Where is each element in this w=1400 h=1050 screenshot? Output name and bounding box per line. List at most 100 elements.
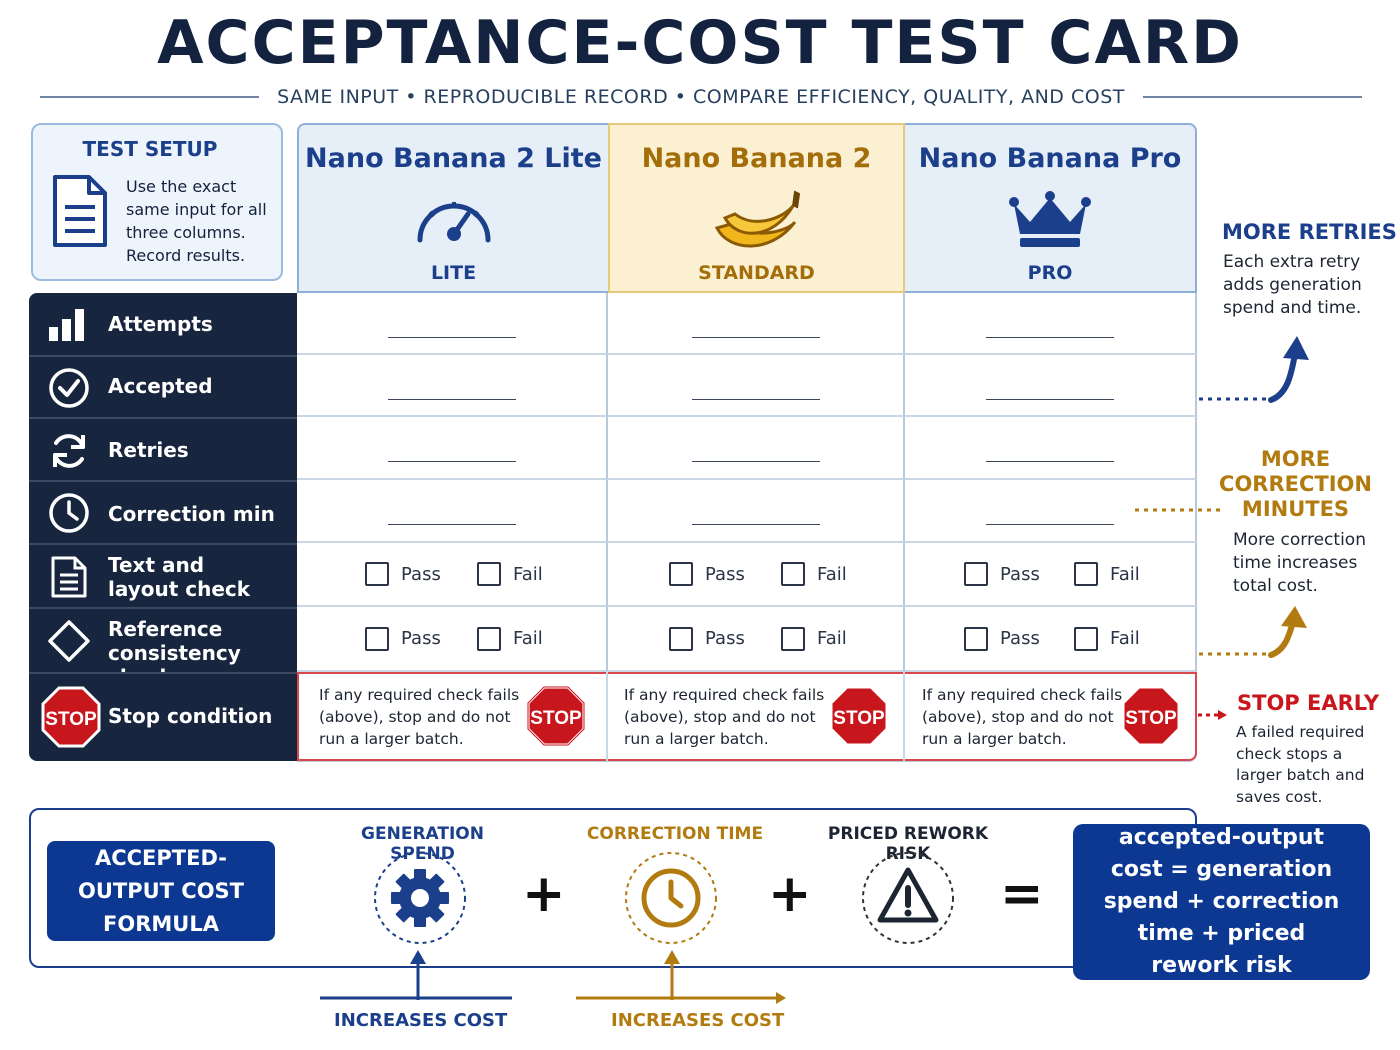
checkbox[interactable] [669,562,693,586]
row-label: Reference consistency check [108,617,241,689]
bar-chart-icon [47,307,87,347]
cell-attempts-pro[interactable] [905,293,1197,355]
increases-arrow-blue [320,950,512,1000]
cell-correction-pro[interactable] [905,480,1197,543]
cell-text-check-pro: Pass Fail [905,543,1197,607]
warning-icon [862,852,954,944]
entry-line[interactable] [691,399,820,400]
entry-line[interactable] [387,337,516,338]
cell-accepted-standard[interactable] [608,355,905,417]
cell-retries-standard[interactable] [608,417,905,480]
row-header-attempts: Attempts [29,293,297,355]
entry-line[interactable] [387,461,516,462]
pass-checkbox[interactable]: Pass [365,607,441,670]
entry-line[interactable] [691,524,820,525]
cell-correction-standard[interactable] [608,480,905,543]
formula-label: ACCEPTED-OUTPUT COST FORMULA [47,841,275,941]
entry-line[interactable] [387,524,516,525]
pass-checkbox[interactable]: Pass [964,607,1040,670]
row-header-reference-check: Reference consistency check [29,607,297,689]
column-header-lite: Nano Banana 2 Lite LITE [297,123,608,293]
cell-stop-pro: If any required check fails (above), sto… [905,672,1197,761]
clock-icon [47,491,91,539]
cell-text-check-standard: Pass Fail [608,543,905,607]
entry-line[interactable] [986,399,1114,400]
checkbox[interactable] [1074,562,1098,586]
entry-line[interactable] [986,461,1114,462]
checkbox[interactable] [964,562,988,586]
row-label: Correction min [108,502,275,526]
checkbox[interactable] [477,562,501,586]
fail-checkbox[interactable]: Fail [1074,607,1140,670]
equals-operator: = [1000,864,1044,924]
pass-checkbox[interactable]: Pass [365,543,441,605]
pass-label: Pass [1000,628,1040,649]
fail-checkbox[interactable]: Fail [477,543,543,605]
divider-left [40,96,260,98]
gear-icon [374,852,466,944]
cell-text-check-lite: Pass Fail [297,543,608,607]
cell-retries-lite[interactable] [297,417,608,480]
note-retries-title: MORE RETRIES [1222,220,1397,244]
checkbox[interactable] [365,626,389,651]
diamond-icon [47,619,91,667]
column-header-standard: Nano Banana 2 STANDARD [608,123,905,293]
fail-checkbox[interactable]: Fail [477,607,543,670]
row-label: Text and layout check [108,553,251,601]
stop-text: If any required check fails (above), sto… [319,686,520,748]
entry-line[interactable] [986,524,1114,525]
stop-sign-icon: STOP [829,685,889,751]
fail-checkbox[interactable]: Fail [1074,543,1140,605]
speedometer-icon [412,188,496,252]
plus-operator: + [522,864,566,924]
fail-checkbox[interactable]: Fail [781,543,847,605]
cell-accepted-lite[interactable] [297,355,608,417]
note-correction-title: MORE CORRECTION MINUTES [1219,447,1372,521]
cell-accepted-pro[interactable] [905,355,1197,417]
arrow-up-icon [1199,336,1309,403]
document-icon [51,173,109,253]
pass-label: Pass [705,628,745,649]
stop-sign-text: STOP [833,708,885,729]
checkbox[interactable] [781,562,805,586]
stop-sign-text: STOP [530,708,582,729]
entry-line[interactable] [691,337,820,338]
check-circle-icon [47,366,91,414]
fail-checkbox[interactable]: Fail [781,607,847,670]
row-label: Accepted [108,374,213,398]
cell-attempts-lite[interactable] [297,293,608,355]
stop-sign-text: STOP [45,709,97,730]
fail-label: Fail [513,563,543,585]
checkbox[interactable] [781,626,805,651]
entry-line[interactable] [986,337,1114,338]
stop-sign-icon: STOP [41,686,101,752]
pass-checkbox[interactable]: Pass [669,543,745,605]
checkbox[interactable] [477,626,501,651]
cell-attempts-standard[interactable] [608,293,905,355]
test-setup-title: TEST SETUP [82,137,218,161]
row-label: Attempts [108,312,213,336]
stop-text: If any required check fails (above), sto… [922,686,1123,748]
pass-checkbox[interactable]: Pass [669,607,745,670]
entry-line[interactable] [387,399,516,400]
checkbox[interactable] [1074,626,1098,651]
stop-sign-icon: STOP [1121,685,1181,751]
cell-ref-check-pro: Pass Fail [905,607,1197,672]
stop-sign-icon: STOP [526,685,586,751]
cell-ref-check-standard: Pass Fail [608,607,905,672]
checkbox[interactable] [669,626,693,651]
checkbox[interactable] [365,562,389,586]
cell-correction-lite[interactable] [297,480,608,543]
dotted-connector [1135,508,1225,512]
column-name: Nano Banana 2 [641,143,872,174]
checkbox[interactable] [964,626,988,651]
cell-retries-pro[interactable] [905,417,1197,480]
note-stop-body: A failed required check stops a larger b… [1236,723,1365,806]
column-tier: LITE [430,262,477,284]
pass-checkbox[interactable]: Pass [964,543,1040,605]
entry-line[interactable] [691,461,820,462]
term-generation-spend: GENERATION SPEND [361,824,484,864]
column-tier: STANDARD [698,262,815,284]
increases-cost-label: INCREASES COST [611,1010,785,1031]
cell-ref-check-lite: Pass Fail [297,607,608,672]
